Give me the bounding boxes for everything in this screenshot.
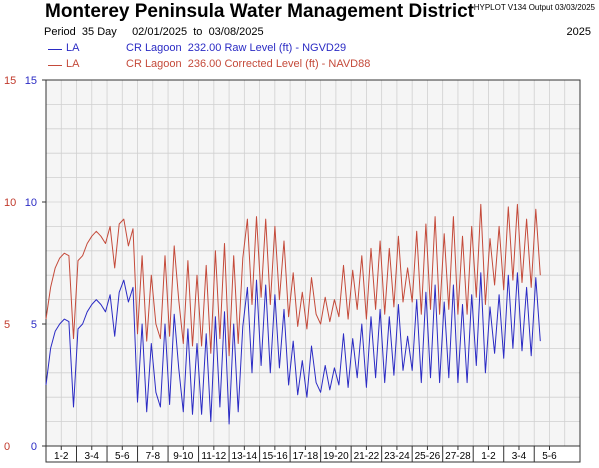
plot-background <box>46 80 580 446</box>
series-line-corrected-level <box>45 203 541 357</box>
legend-desc-raw: CR Lagoon 232.00 Raw Level (ft) - NGVD29 <box>126 42 347 54</box>
x-axis-tick-label: 1-2 <box>54 451 69 462</box>
x-axis-tick-label: 13-14 <box>232 451 258 462</box>
date-to: 03/08/2025 <box>208 26 264 38</box>
x-axis-tick-label: 7-8 <box>146 451 161 462</box>
left-axis-tick-label: 0 <box>4 441 10 453</box>
legend-entry-raw: LA CR Lagoon 232.00 Raw Level (ft) - NGV… <box>48 42 346 90</box>
x-axis-tick-label: 25-26 <box>415 451 441 462</box>
left-axis-tick-label: 15 <box>4 75 16 87</box>
date-to-word: to <box>193 26 203 38</box>
x-axis-tick-label: 3-4 <box>85 451 100 462</box>
period-label: Period <box>44 26 76 38</box>
x-axis-tick-label: 5-6 <box>115 451 130 462</box>
right-axis-tick-label: 5 <box>31 319 37 331</box>
legend-swatch-corrected <box>48 65 62 66</box>
x-axis-tick-label: 5-6 <box>542 451 557 462</box>
left-axis-tick-label: 5 <box>4 319 10 331</box>
legend-desc-corrected: CR Lagoon 236.00 Corrected Level (ft) - … <box>126 58 371 70</box>
legend-entry-corrected: LA CR Lagoon 236.00 Corrected Level (ft)… <box>48 58 370 106</box>
legend-swatch-raw <box>48 49 62 50</box>
x-axis-tick-label: 23-24 <box>384 451 410 462</box>
period-days: 35 Day <box>81 26 117 38</box>
x-axis-band <box>45 445 581 463</box>
right-axis-tick-label: 15 <box>25 75 37 87</box>
x-axis-tick-label: 21-22 <box>354 451 380 462</box>
x-axis-tick-label: 11-12 <box>201 451 226 462</box>
right-axis-tick-label: 0 <box>31 441 37 453</box>
x-axis-tick-label: 17-18 <box>293 451 319 462</box>
x-axis-tick-label: 1-2 <box>481 451 496 462</box>
right-axis-tick-label: 10 <box>25 197 37 209</box>
year-label: 2025 <box>566 26 591 38</box>
series-line-raw-level <box>45 272 541 425</box>
x-axis-tick-label: 27-28 <box>445 451 471 462</box>
x-axis-tick-label: 9-10 <box>173 451 193 462</box>
period-line: Period 35 Day 02/01/2025 to 03/08/2025 <box>44 26 264 38</box>
page-title: Monterey Peninsula Water Management Dist… <box>45 1 475 22</box>
legend-code-raw: LA <box>66 42 80 54</box>
x-axis-tick-label: 19-20 <box>323 451 349 462</box>
left-axis-tick-label: 10 <box>4 197 16 209</box>
x-axis-tick-label: 15-16 <box>262 451 288 462</box>
version-label: HYPLOT V134 Output 03/03/2025 <box>473 3 595 12</box>
legend-code-corrected: LA <box>66 58 80 70</box>
date-from: 02/01/2025 <box>132 26 188 38</box>
x-axis-tick-label: 3-4 <box>512 451 527 462</box>
